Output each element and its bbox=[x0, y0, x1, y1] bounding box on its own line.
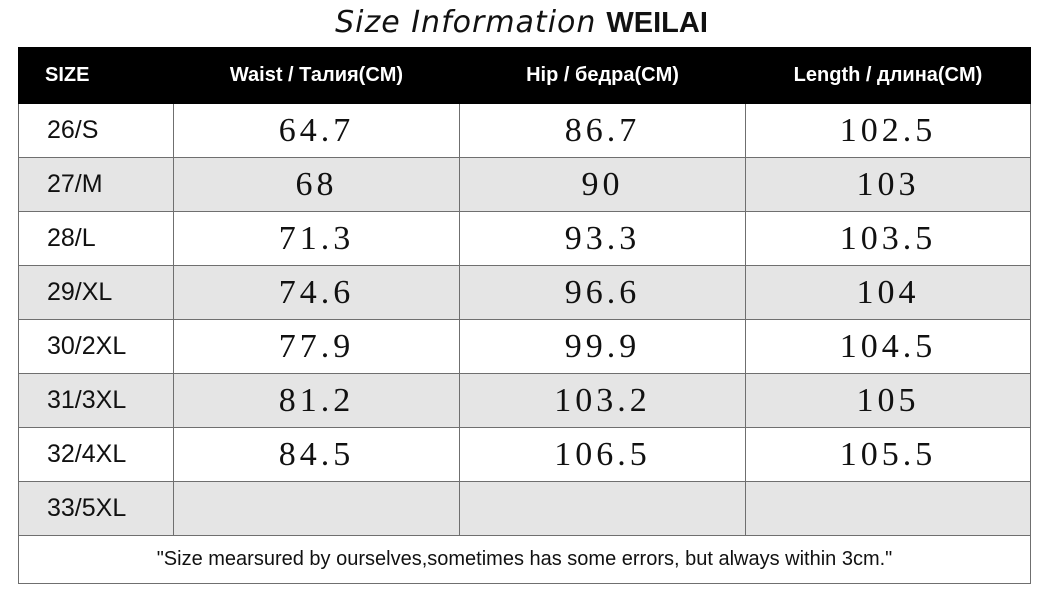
hip-cell: 99.9 bbox=[459, 319, 746, 374]
length-cell: 105.5 bbox=[745, 427, 1031, 482]
hip-cell: 96.6 bbox=[459, 265, 746, 320]
table-row: 26/S 64.7 86.7 102.5 bbox=[18, 103, 1031, 158]
header-waist: Waist / Талия(CM) bbox=[173, 47, 460, 104]
page-title: Size Information WEILAI bbox=[0, 4, 1043, 42]
header-size: SIZE bbox=[18, 47, 174, 104]
table-row: 33/5XL bbox=[18, 481, 1031, 536]
size-cell: 29/XL bbox=[18, 265, 174, 320]
waist-cell: 68 bbox=[173, 157, 460, 212]
table-header-row: SIZE Waist / Талия(CM) Hip / бедра(CM) L… bbox=[18, 47, 1031, 104]
brand-name: WEILAI bbox=[606, 7, 708, 39]
measurement-note: "Size mearsured by ourselves,sometimes h… bbox=[18, 535, 1031, 584]
waist-cell: 84.5 bbox=[173, 427, 460, 482]
length-cell: 102.5 bbox=[745, 103, 1031, 158]
length-cell bbox=[745, 481, 1031, 536]
length-cell: 103.5 bbox=[745, 211, 1031, 266]
hip-cell bbox=[459, 481, 746, 536]
note-row: "Size mearsured by ourselves,sometimes h… bbox=[18, 535, 1031, 584]
table-row: 29/XL 74.6 96.6 104 bbox=[18, 265, 1031, 320]
length-cell: 104 bbox=[745, 265, 1031, 320]
size-cell: 26/S bbox=[18, 103, 174, 158]
title-script-text: Size Information bbox=[335, 5, 597, 40]
table-row: 32/4XL 84.5 106.5 105.5 bbox=[18, 427, 1031, 482]
length-cell: 103 bbox=[745, 157, 1031, 212]
table-row: 27/M 68 90 103 bbox=[18, 157, 1031, 212]
waist-cell: 71.3 bbox=[173, 211, 460, 266]
size-cell: 30/2XL bbox=[18, 319, 174, 374]
waist-cell: 74.6 bbox=[173, 265, 460, 320]
waist-cell: 64.7 bbox=[173, 103, 460, 158]
size-cell: 31/3XL bbox=[18, 373, 174, 428]
hip-cell: 86.7 bbox=[459, 103, 746, 158]
hip-cell: 103.2 bbox=[459, 373, 746, 428]
hip-cell: 93.3 bbox=[459, 211, 746, 266]
length-cell: 105 bbox=[745, 373, 1031, 428]
waist-cell: 77.9 bbox=[173, 319, 460, 374]
waist-cell: 81.2 bbox=[173, 373, 460, 428]
hip-cell: 90 bbox=[459, 157, 746, 212]
waist-cell bbox=[173, 481, 460, 536]
size-cell: 28/L bbox=[18, 211, 174, 266]
table-row: 28/L 71.3 93.3 103.5 bbox=[18, 211, 1031, 266]
header-hip: Hip / бедра(CM) bbox=[459, 47, 746, 104]
size-cell: 27/M bbox=[18, 157, 174, 212]
hip-cell: 106.5 bbox=[459, 427, 746, 482]
table-row: 30/2XL 77.9 99.9 104.5 bbox=[18, 319, 1031, 374]
size-cell: 32/4XL bbox=[18, 427, 174, 482]
header-length: Length / длина(CM) bbox=[745, 47, 1031, 104]
length-cell: 104.5 bbox=[745, 319, 1031, 374]
table-row: 31/3XL 81.2 103.2 105 bbox=[18, 373, 1031, 428]
size-cell: 33/5XL bbox=[18, 481, 174, 536]
size-chart-table: SIZE Waist / Талия(CM) Hip / бедра(CM) L… bbox=[18, 47, 1031, 584]
